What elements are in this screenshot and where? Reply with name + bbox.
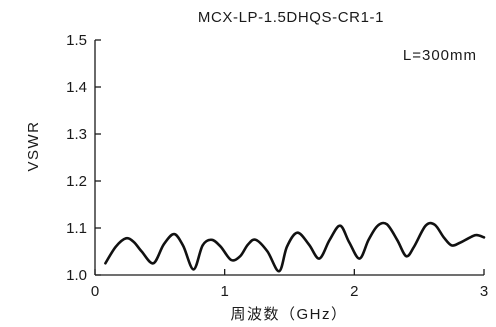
x-tick-label: 2 [350, 283, 358, 300]
y-tick-label: 1.5 [66, 32, 87, 49]
x-tick-label: 1 [220, 283, 228, 300]
tick-marks [94, 39, 485, 276]
y-tick-label: 1.4 [66, 79, 87, 96]
y-tick-label: 1.3 [66, 126, 87, 143]
y-tick-label: 1.2 [66, 173, 87, 190]
x-axis-label: 周波数（GHz） [230, 306, 347, 323]
cable-length-annotation: L=300mm [403, 47, 477, 64]
x-tick-label: 3 [480, 283, 488, 300]
chart-title: MCX-LP-1.5DHQS-CR1-1 [198, 9, 384, 26]
y-tick-label: 1.0 [66, 267, 87, 284]
y-tick-label: 1.1 [66, 220, 87, 237]
vswr-series-line [104, 221, 486, 273]
series-layer [104, 221, 486, 273]
y-axis-label: VSWR [25, 121, 42, 172]
tick-labels: 1.0 1.1 1.2 1.3 1.4 1.5 0 1 2 3 [66, 32, 488, 300]
x-tick-label: 0 [91, 283, 99, 300]
axes [94, 40, 484, 276]
